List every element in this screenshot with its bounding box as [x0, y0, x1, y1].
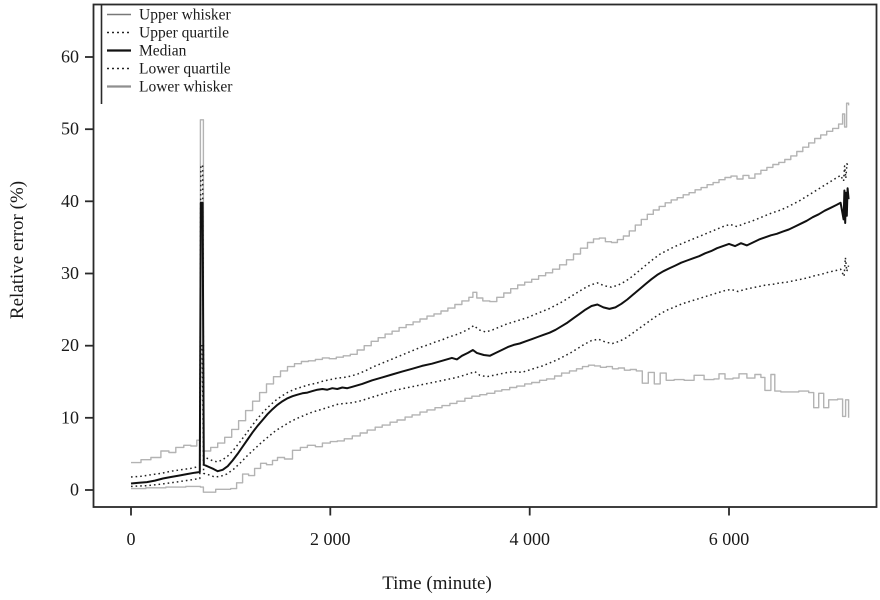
legend-item-lower-quartile: Lower quartile — [107, 61, 231, 78]
x-tick-label: 6 000 — [709, 529, 750, 549]
plot-border — [92, 3, 878, 508]
y-tick-label: 10 — [61, 407, 79, 427]
legend-label: Upper whisker — [139, 7, 232, 24]
legend-item-upper-whisker: Upper whisker — [107, 7, 232, 24]
legend-label: Upper quartile — [139, 25, 229, 42]
y-tick-label: 0 — [70, 480, 79, 500]
legend-label: Lower quartile — [139, 61, 231, 78]
legend-item-lower-whisker: Lower whisker — [107, 79, 233, 96]
x-axis-title: Time (minute) — [382, 573, 492, 594]
x-tick-label: 0 — [127, 529, 136, 549]
y-axis-title: Relative error (%) — [7, 181, 28, 319]
series-group — [130, 102, 850, 493]
legend-label: Median — [139, 43, 187, 60]
legend-item-upper-quartile: Upper quartile — [107, 25, 229, 42]
x-axis: 0 2 000 4 000 6 000 — [127, 507, 750, 549]
y-axis: 0 10 20 30 40 50 60 — [61, 47, 94, 500]
legend-item-median: Median — [107, 43, 187, 60]
y-tick-label: 40 — [61, 191, 79, 211]
y-tick-label: 60 — [61, 47, 79, 67]
y-tick-label: 50 — [61, 119, 79, 139]
upper-whisker-line — [131, 102, 850, 464]
lower-whisker-line — [131, 364, 850, 493]
upper-quartile-line — [130, 163, 850, 478]
legend: Upper whisker Upper quartile Median Lowe… — [100, 4, 233, 104]
median-line — [130, 187, 850, 485]
x-tick-label: 4 000 — [509, 529, 550, 549]
legend-label: Lower whisker — [139, 79, 233, 96]
x-tick-label: 2 000 — [310, 529, 351, 549]
y-tick-label: 20 — [61, 335, 79, 355]
y-tick-label: 30 — [61, 263, 79, 283]
